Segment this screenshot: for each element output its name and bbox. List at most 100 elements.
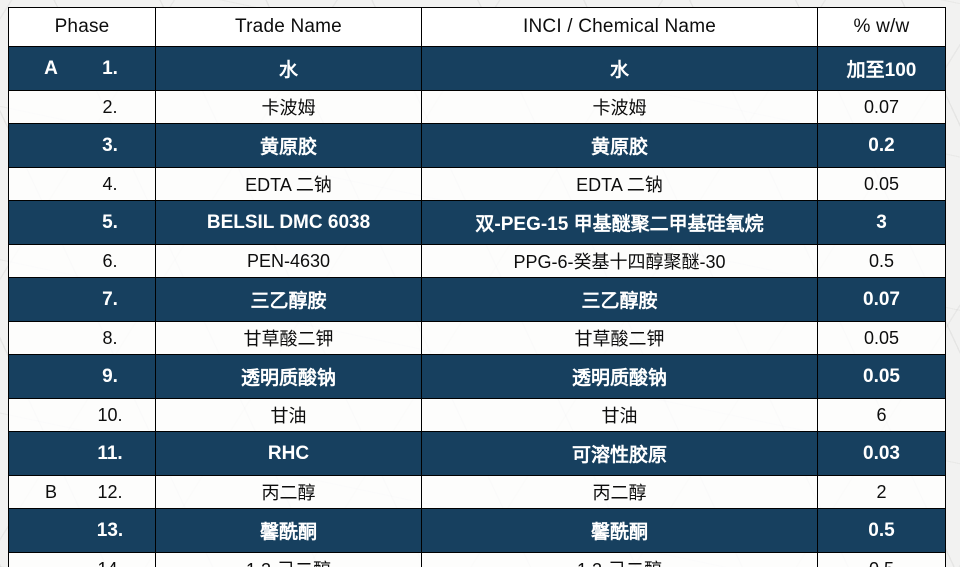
phase-cell-inner: 6. — [11, 251, 153, 272]
cell-inci-name: 黄原胶 — [421, 123, 818, 168]
table-row: 3. 黄原胶 黄原胶 0.2 — [8, 123, 946, 168]
cell-percent: 0.05 — [817, 167, 946, 201]
phase-cell-inner: 4. — [11, 174, 153, 195]
cell-inci-name: 丙二醇 — [421, 475, 818, 509]
phase-cell-inner: 7. — [11, 289, 153, 311]
cell-trade-name: 甘油 — [155, 398, 422, 432]
cell-percent: 6 — [817, 398, 946, 432]
phase-number: 5. — [102, 211, 118, 233]
cell-percent: 0.5 — [817, 508, 946, 553]
phase-number: 12. — [97, 481, 123, 502]
cell-phase: A 1. — [8, 46, 156, 91]
cell-percent: 0.2 — [817, 123, 946, 168]
phase-number: 8. — [102, 327, 118, 348]
cell-percent: 0.07 — [817, 277, 946, 322]
cell-inci-name: PPG-6-癸基十四醇聚醚-30 — [421, 244, 818, 278]
table-row: 7. 三乙醇胺 三乙醇胺 0.07 — [8, 277, 946, 322]
table-row: 8. 甘草酸二钾 甘草酸二钾 0.05 — [8, 321, 946, 355]
phase-cell-inner: A 1. — [11, 58, 153, 80]
cell-trade-name: 透明质酸钠 — [155, 354, 422, 399]
cell-phase: B 12. — [8, 475, 156, 509]
table-row: 13. 馨酰酮 馨酰酮 0.5 — [8, 508, 946, 553]
phase-number: 4. — [102, 173, 118, 194]
cell-percent: 0.5 — [817, 552, 946, 567]
cell-inci-name: 甘油 — [421, 398, 818, 432]
cell-phase: 11. — [8, 431, 156, 476]
cell-inci-name: 1,2-己二醇 — [421, 552, 818, 567]
table-row: 14.1,2-己二醇1,2-己二醇0.5 — [8, 552, 946, 567]
phase-cell-inner: 3. — [11, 135, 153, 157]
cell-phase: 9. — [8, 354, 156, 399]
table-row: 10. 甘油 甘油 6 — [8, 398, 946, 432]
cell-phase: 10. — [8, 398, 156, 432]
phase-number: 6. — [102, 250, 118, 271]
column-header-trade-name: Trade Name — [155, 7, 422, 47]
phase-cell-inner: 11. — [11, 443, 153, 465]
phase-number: 14. — [79, 559, 141, 567]
column-header-percent: % w/w — [817, 7, 946, 47]
cell-inci-name: 可溶性胶原 — [421, 431, 818, 476]
cell-inci-name: 水 — [421, 46, 818, 91]
cell-percent: 0.03 — [817, 431, 946, 476]
phase-letter: B — [44, 481, 57, 502]
phase-cell-inner: 13. — [11, 520, 153, 542]
cell-phase: 5. — [8, 200, 156, 245]
cell-inci-name: 透明质酸钠 — [421, 354, 818, 399]
phase-number: 9. — [102, 365, 118, 387]
phase-letter: A — [44, 57, 58, 79]
table-row: A 1. 水水加至100 — [8, 46, 946, 91]
cell-inci-name: EDTA 二钠 — [421, 167, 818, 201]
cell-inci-name: 甘草酸二钾 — [421, 321, 818, 355]
cell-percent: 2 — [817, 475, 946, 509]
cell-inci-name: 馨酰酮 — [421, 508, 818, 553]
phase-cell-inner: 10. — [11, 405, 153, 426]
phase-cell-inner: 8. — [11, 328, 153, 349]
cell-trade-name: EDTA 二钠 — [155, 167, 422, 201]
cell-inci-name: 卡波姆 — [421, 90, 818, 124]
phase-number: 13. — [96, 519, 124, 541]
cell-phase: 8. — [8, 321, 156, 355]
cell-phase: 2. — [8, 90, 156, 124]
table-row: 9. 透明质酸钠 透明质酸钠 0.05 — [8, 354, 946, 399]
phase-number: 11. — [97, 442, 123, 464]
column-header-inci: INCI / Chemical Name — [421, 7, 818, 47]
cell-trade-name: 馨酰酮 — [155, 508, 422, 553]
cell-percent: 0.5 — [817, 244, 946, 278]
phase-cell-inner: 2. — [11, 97, 153, 118]
phase-cell-inner: 14. — [11, 559, 153, 567]
table-row: 4. EDTA 二钠 EDTA 二钠 0.05 — [8, 167, 946, 201]
cell-inci-name: 三乙醇胺 — [421, 277, 818, 322]
table-row: 5. BELSIL DMC 6038 双-PEG-15 甲基醚聚二甲基硅氧烷 3 — [8, 200, 946, 245]
cell-trade-name: 三乙醇胺 — [155, 277, 422, 322]
cell-trade-name: RHC — [155, 431, 422, 476]
cell-phase: 13. — [8, 508, 156, 553]
table-row: 6. PEN-4630 PPG-6-癸基十四醇聚醚-30 0.5 — [8, 244, 946, 278]
cell-trade-name: 水 — [155, 46, 422, 91]
cell-trade-name: 黄原胶 — [155, 123, 422, 168]
cell-percent: 3 — [817, 200, 946, 245]
cell-percent: 0.05 — [817, 321, 946, 355]
column-header-phase: Phase — [8, 7, 156, 47]
cell-trade-name: PEN-4630 — [155, 244, 422, 278]
cell-phase: 6. — [8, 244, 156, 278]
cell-percent: 0.05 — [817, 354, 946, 399]
phase-number: 2. — [102, 96, 118, 117]
phase-cell-inner: 5. — [11, 212, 153, 234]
cell-trade-name: BELSIL DMC 6038 — [155, 200, 422, 245]
table-row: B 12. 丙二醇 丙二醇 2 — [8, 475, 946, 509]
table-body: A 1. 水水加至100 2. 卡波姆 卡波姆 0.07 3. 黄原胶 黄原胶 0.2 4. EDTA … — [8, 46, 946, 567]
phase-number: 7. — [102, 288, 118, 310]
phase-cell-inner: B 12. — [11, 482, 153, 503]
cell-phase: 4. — [8, 167, 156, 201]
cell-phase: 14. — [8, 552, 156, 567]
table-header: Phase Trade Name INCI / Chemical Name % … — [8, 7, 946, 47]
cell-phase: 3. — [8, 123, 156, 168]
cell-phase: 7. — [8, 277, 156, 322]
table-row: 2. 卡波姆 卡波姆 0.07 — [8, 90, 946, 124]
phase-number: 3. — [102, 134, 118, 156]
cell-inci-name: 双-PEG-15 甲基醚聚二甲基硅氧烷 — [421, 200, 818, 245]
table-row: 11. RHC 可溶性胶原 0.03 — [8, 431, 946, 476]
phase-number: 1. — [102, 57, 118, 79]
cell-trade-name: 1,2-己二醇 — [155, 552, 422, 567]
